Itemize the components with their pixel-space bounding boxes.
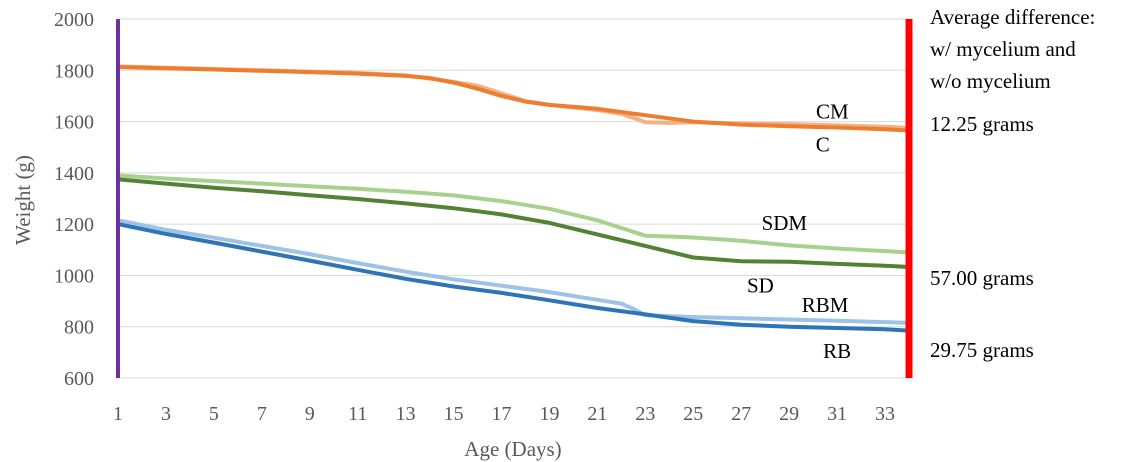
x-tick-label: 27 <box>731 403 751 425</box>
x-tick-label: 7 <box>257 403 267 425</box>
series-lines <box>116 64 911 333</box>
y-tick-label: 1200 <box>54 214 94 236</box>
y-axis-ticks: 600 800 1000 1200 1400 1600 1800 2000 <box>54 9 94 390</box>
avg-difference-header-line: Average difference: <box>930 5 1095 29</box>
y-tick-label: 600 <box>64 368 94 390</box>
avg-difference-value: 12.25 grams <box>930 112 1034 136</box>
series-label-cm: CM <box>816 99 849 123</box>
x-tick-label: 21 <box>587 403 607 425</box>
x-tick-label: 31 <box>827 403 847 425</box>
x-axis-ticks: 1 3 5 7 9 11 13 15 17 19 21 23 25 27 29 31 33 <box>113 403 895 425</box>
x-tick-label: 1 <box>113 403 123 425</box>
x-tick-label: 29 <box>779 403 799 425</box>
x-tick-label: 13 <box>396 403 416 425</box>
series-line-rbm <box>116 218 911 325</box>
series-label-rbm: RBM <box>802 293 849 317</box>
x-tick-label: 15 <box>444 403 464 425</box>
series-line-rb <box>116 222 911 333</box>
series-label-sd: SD <box>747 274 774 298</box>
series-label-rb: RB <box>823 339 851 363</box>
series-label-c: C <box>816 133 830 157</box>
y-tick-label: 1600 <box>54 112 94 134</box>
avg-difference-value: 29.75 grams <box>930 338 1034 362</box>
y-tick-label: 1800 <box>54 60 94 82</box>
x-tick-label: 19 <box>539 403 559 425</box>
avg-difference-value: 57.00 grams <box>930 266 1034 290</box>
x-axis-title: Age (Days) <box>464 437 561 461</box>
y-tick-label: 2000 <box>54 9 94 31</box>
y-tick-label: 800 <box>64 317 94 339</box>
avg-difference-header-line: w/ mycelium and <box>930 37 1076 61</box>
y-tick-label: 1000 <box>54 265 94 287</box>
series-labels: CM C SDM SD RBM RB <box>747 99 851 363</box>
avg-difference-header-line: w/o mycelium <box>930 69 1051 93</box>
difference-annotations: Average difference: w/ mycelium and w/o my… <box>930 5 1095 362</box>
series-line-c <box>116 65 911 133</box>
y-tick-label: 1400 <box>54 163 94 185</box>
y-axis-title: Weight (g) <box>11 155 35 245</box>
x-tick-label: 11 <box>348 403 367 425</box>
series-line-sdm <box>116 173 911 255</box>
x-tick-label: 23 <box>635 403 655 425</box>
x-tick-label: 25 <box>683 403 703 425</box>
series-label-sdm: SDM <box>762 211 808 235</box>
x-tick-label: 5 <box>209 403 219 425</box>
x-tick-label: 3 <box>161 403 171 425</box>
x-tick-label: 33 <box>875 403 895 425</box>
x-tick-label: 17 <box>492 403 512 425</box>
x-tick-label: 9 <box>305 403 315 425</box>
series-line-sd <box>116 177 911 269</box>
gridlines <box>118 18 909 379</box>
